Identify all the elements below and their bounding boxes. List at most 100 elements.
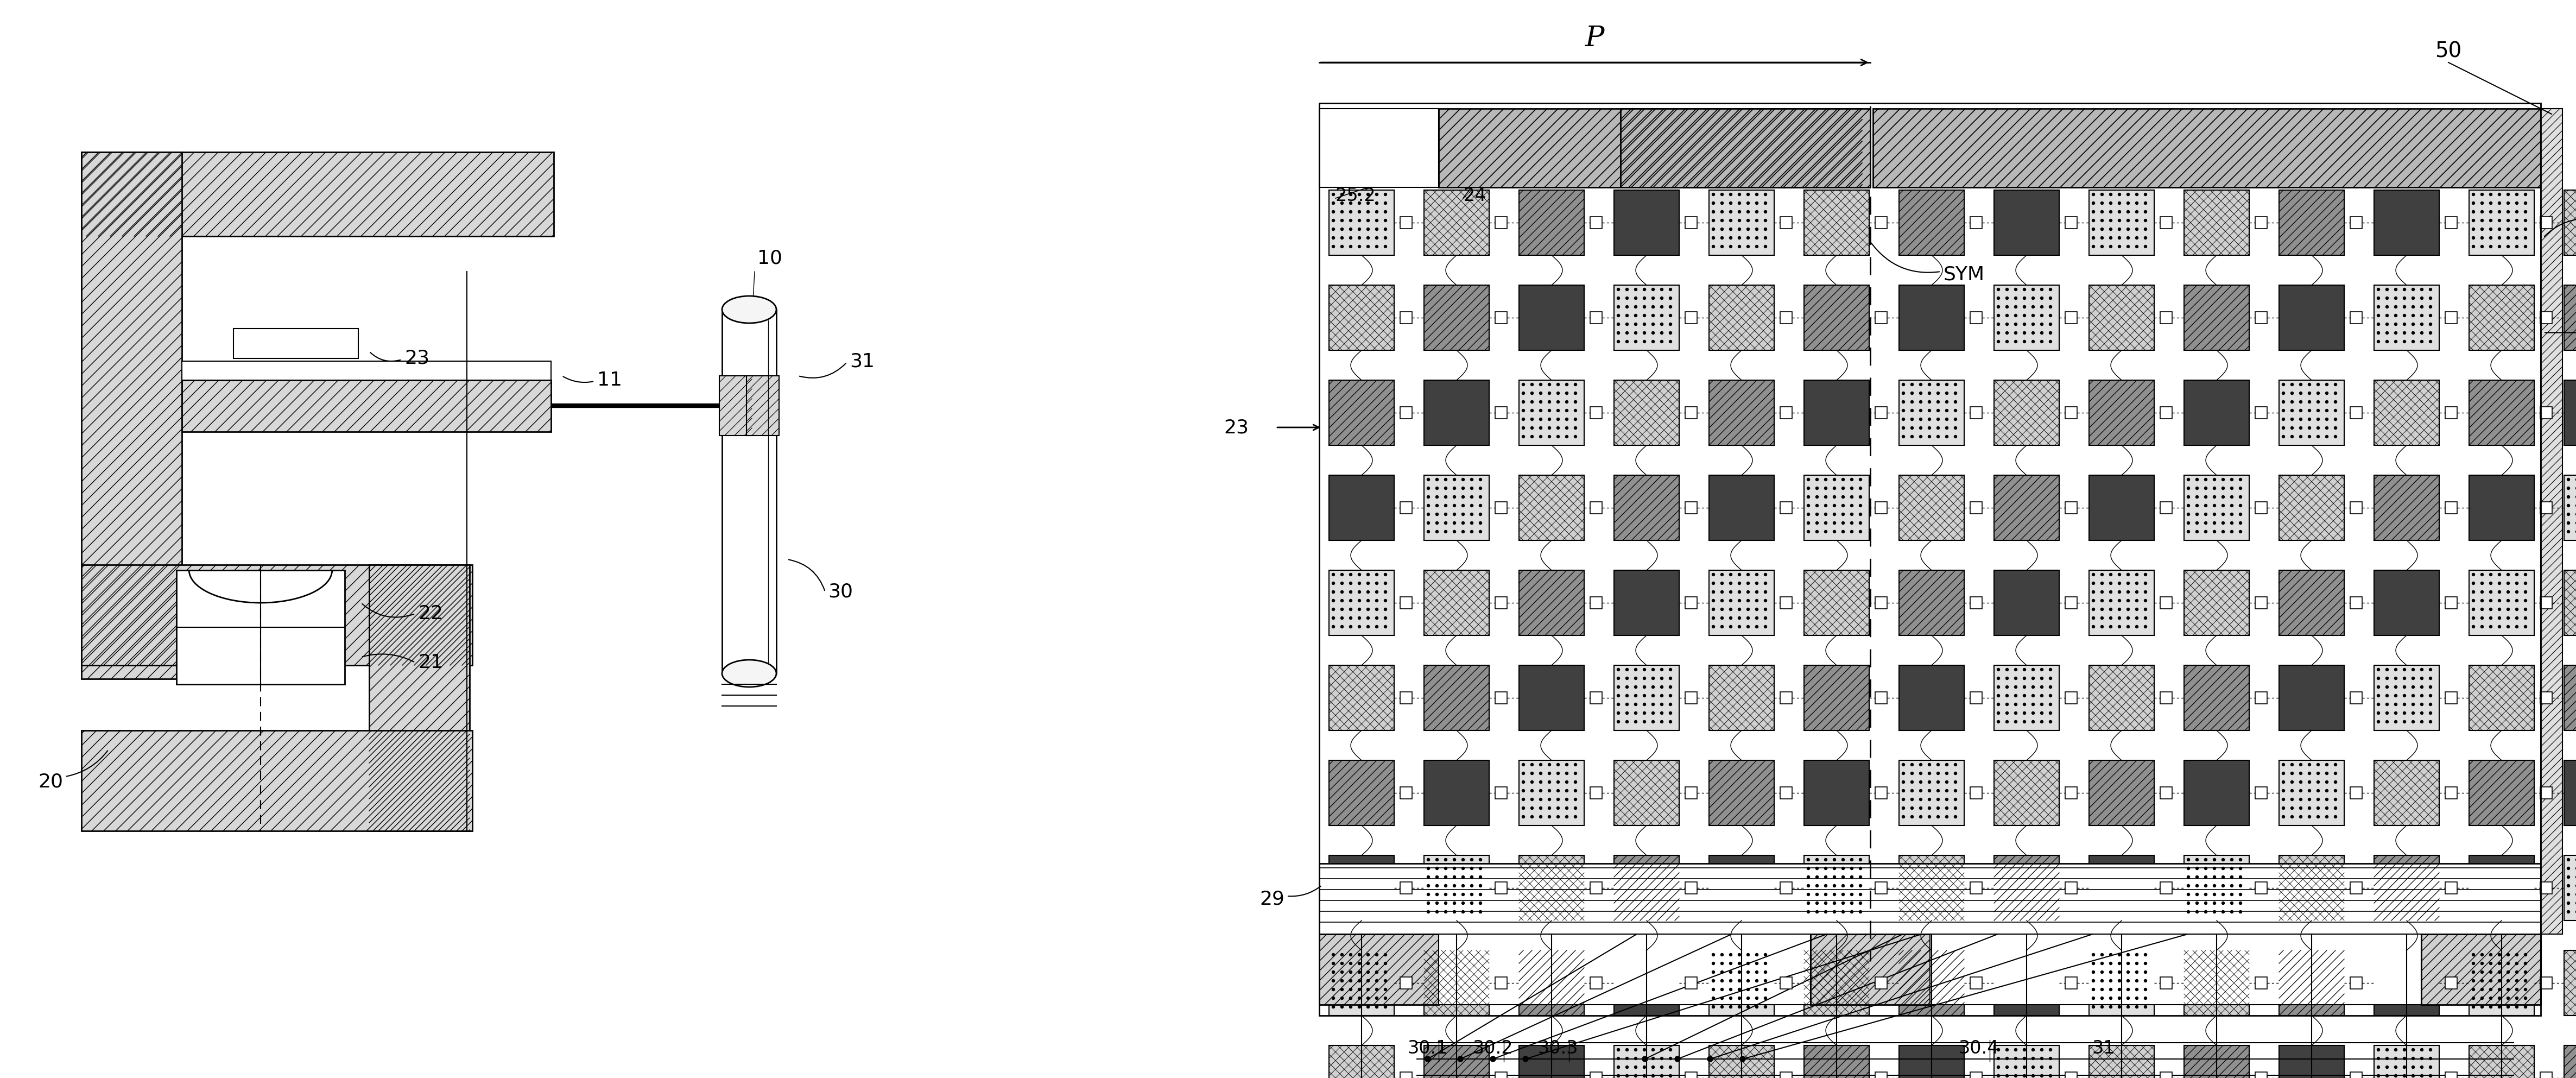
Circle shape — [2506, 236, 2509, 239]
Circle shape — [2421, 305, 2424, 308]
Circle shape — [2136, 617, 2138, 620]
Bar — [1899, 1046, 1963, 1078]
Circle shape — [1765, 210, 1767, 213]
Circle shape — [1713, 962, 1716, 965]
Circle shape — [1945, 763, 1947, 766]
Circle shape — [1806, 893, 1811, 896]
Circle shape — [2499, 971, 2501, 973]
Circle shape — [1540, 427, 1543, 429]
Circle shape — [1368, 591, 1370, 593]
Circle shape — [1376, 573, 1378, 576]
Circle shape — [1739, 210, 1741, 213]
Circle shape — [1479, 496, 1481, 498]
Circle shape — [1633, 703, 1638, 706]
Circle shape — [1574, 798, 1577, 801]
Circle shape — [2499, 989, 2501, 991]
Circle shape — [1566, 410, 1569, 412]
Circle shape — [2014, 1066, 2017, 1068]
Circle shape — [1739, 980, 1741, 982]
Circle shape — [1996, 1075, 1999, 1077]
Circle shape — [1461, 513, 1463, 515]
Circle shape — [2481, 971, 2483, 973]
Bar — [1803, 381, 1870, 445]
Circle shape — [2239, 893, 2241, 896]
Circle shape — [2326, 763, 2329, 766]
Bar — [1329, 760, 1394, 826]
Circle shape — [1824, 893, 1826, 896]
Circle shape — [1368, 582, 1370, 584]
Circle shape — [2136, 980, 2138, 982]
Circle shape — [1765, 997, 1767, 999]
Bar — [1899, 570, 1963, 635]
Circle shape — [1754, 573, 1759, 576]
Circle shape — [2282, 418, 2285, 420]
Circle shape — [1901, 763, 1904, 766]
Circle shape — [1368, 219, 1370, 222]
Circle shape — [2403, 1049, 2406, 1051]
Bar — [2184, 381, 2249, 445]
Circle shape — [1721, 591, 1723, 593]
Circle shape — [2040, 1066, 2043, 1068]
Circle shape — [1340, 989, 1342, 991]
Circle shape — [1453, 522, 1455, 524]
Circle shape — [1461, 496, 1463, 498]
Bar — [2280, 190, 2344, 255]
Circle shape — [1728, 193, 1731, 196]
Circle shape — [2022, 694, 2025, 697]
Bar — [1803, 1046, 1870, 1078]
Circle shape — [1383, 236, 1386, 239]
Circle shape — [2429, 694, 2432, 697]
Circle shape — [1842, 505, 1844, 507]
Circle shape — [2136, 953, 2138, 956]
Circle shape — [2378, 314, 2380, 317]
Circle shape — [1739, 236, 1741, 239]
Text: SYM: SYM — [1942, 265, 1986, 284]
Circle shape — [2517, 227, 2519, 231]
Circle shape — [1728, 997, 1731, 999]
Circle shape — [2092, 997, 2094, 999]
Bar — [1425, 855, 1489, 921]
Circle shape — [1522, 391, 1525, 395]
Circle shape — [2040, 668, 2043, 671]
Circle shape — [1747, 219, 1749, 222]
Circle shape — [2022, 288, 2025, 291]
Bar — [1520, 475, 1584, 540]
Circle shape — [2326, 780, 2329, 784]
Circle shape — [2326, 772, 2329, 775]
Bar — [2445, 501, 2458, 514]
Circle shape — [1669, 720, 1672, 723]
Circle shape — [2022, 1049, 2025, 1051]
Circle shape — [1662, 694, 1664, 697]
Circle shape — [1739, 962, 1741, 965]
Circle shape — [1618, 677, 1620, 679]
Circle shape — [2128, 202, 2130, 205]
Circle shape — [2092, 236, 2094, 239]
Bar — [1319, 109, 1437, 188]
Circle shape — [1713, 953, 1716, 956]
Circle shape — [1376, 1006, 1378, 1008]
Circle shape — [1651, 1075, 1654, 1077]
Circle shape — [2231, 522, 2233, 524]
Circle shape — [2048, 668, 2053, 671]
Circle shape — [1721, 625, 1723, 628]
Bar — [1780, 312, 1793, 323]
Circle shape — [1383, 245, 1386, 248]
Circle shape — [1728, 245, 1731, 248]
Circle shape — [2032, 296, 2035, 300]
Circle shape — [2300, 780, 2303, 784]
Circle shape — [2421, 711, 2424, 715]
Bar — [2349, 787, 2362, 799]
Bar — [2089, 665, 2154, 731]
Circle shape — [1955, 410, 1958, 412]
Circle shape — [1739, 971, 1741, 973]
Circle shape — [2099, 599, 2105, 602]
Circle shape — [2048, 341, 2053, 343]
Circle shape — [2506, 989, 2509, 991]
Circle shape — [2239, 902, 2241, 904]
Circle shape — [2048, 1075, 2053, 1077]
Bar — [1780, 1072, 1793, 1078]
Circle shape — [1739, 582, 1741, 584]
Circle shape — [1937, 815, 1940, 818]
Circle shape — [1556, 401, 1558, 403]
Circle shape — [2239, 884, 2241, 887]
